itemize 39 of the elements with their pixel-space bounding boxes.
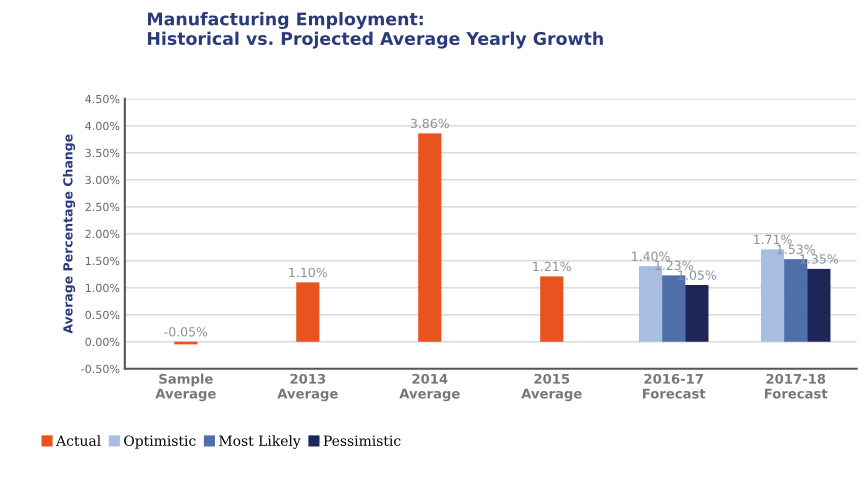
data-label: 1.71% xyxy=(754,234,792,244)
y-tick-label: 1.50% xyxy=(86,256,120,266)
data-label: 1.35% xyxy=(800,254,838,264)
data-label: 1.23% xyxy=(655,260,693,270)
data-label: 1.21% xyxy=(533,262,571,272)
legend-label: Pessimistic xyxy=(324,436,400,446)
bar xyxy=(418,133,442,342)
legend-label: Most Likely xyxy=(219,435,301,449)
y-tick-label: 3.50% xyxy=(86,148,120,158)
legend-label: Optimistic xyxy=(124,435,196,449)
y-tick-label: -0.50% xyxy=(81,364,120,374)
y-tick-label: 3.00% xyxy=(86,176,120,184)
y-tick-label: 4.00% xyxy=(85,122,120,130)
y-tick-label: 0.00% xyxy=(85,338,120,346)
y-tick-label: 2.00% xyxy=(86,230,120,238)
y-tick-label: 1.00% xyxy=(86,284,120,292)
data-label: 3.86% xyxy=(410,118,449,128)
bar xyxy=(296,282,320,342)
x-tick-label: 2014 Average xyxy=(399,374,460,402)
data-label: 1.53% xyxy=(777,244,815,254)
chart-title: Manufacturing Employment: Historical vs. Projected Average Yearly Growth xyxy=(148,12,603,49)
bar xyxy=(540,276,564,342)
bar xyxy=(174,342,198,344)
data-label: 1.40% xyxy=(632,252,670,261)
bar xyxy=(685,285,708,342)
x-tick-label: 2017-18 Forecast xyxy=(764,374,828,399)
data-label: 1.10% xyxy=(289,268,327,278)
y-tick-label: 0.50% xyxy=(85,310,120,320)
legend-label: Actual xyxy=(56,435,101,446)
x-tick-label: Sample Average xyxy=(155,374,216,402)
y-tick-label: 4.50% xyxy=(85,94,120,104)
x-tick-label: 2016-17 Forecast xyxy=(643,374,706,399)
data-label: -0.05% xyxy=(164,327,208,337)
y-tick-label: 2.50% xyxy=(86,202,120,212)
bar xyxy=(807,268,830,342)
x-tick-label: 2013 Average xyxy=(277,374,338,402)
data-label: 1.05% xyxy=(678,270,716,280)
x-tick-label: 2015 Average xyxy=(521,374,582,402)
y-axis-title: Average Percentage Change xyxy=(62,134,76,334)
